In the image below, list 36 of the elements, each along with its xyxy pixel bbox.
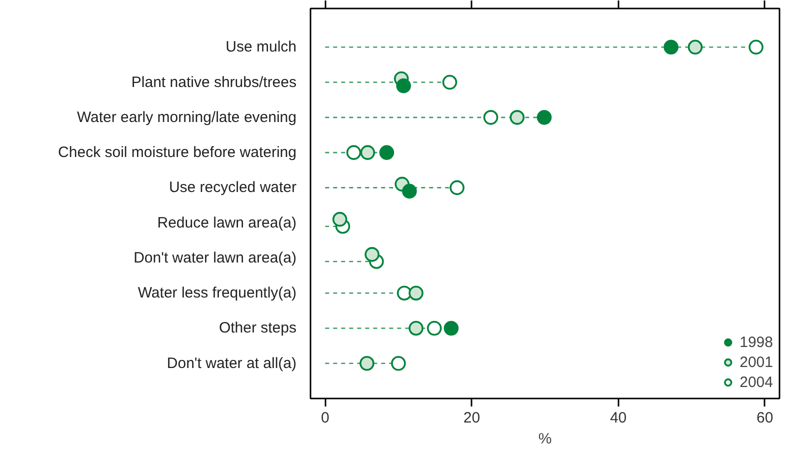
x-tick-label: 60 <box>756 410 774 426</box>
x-tick-label: 20 <box>463 410 480 426</box>
point <box>442 74 458 90</box>
y-tick-label: Other steps <box>218 320 297 337</box>
y-tick-label: Water early morning/late evening <box>76 108 297 126</box>
point <box>483 110 498 125</box>
point <box>408 320 424 336</box>
point <box>408 286 424 300</box>
x-axis-title: % <box>538 430 552 448</box>
point <box>360 145 376 160</box>
point <box>444 320 459 336</box>
legend-label: 2001 <box>740 354 773 370</box>
y-tick-label: Don't water lawn area(a) <box>134 249 297 266</box>
point <box>688 40 703 55</box>
y-tick-label: Reduce lawn area(a) <box>157 214 297 232</box>
y-tick-label: Don't water at all(a) <box>166 354 297 372</box>
x-tick-label: 0 <box>320 410 330 426</box>
point <box>426 320 442 336</box>
x-tick-label: 40 <box>610 410 627 426</box>
y-tick-label: Check soil moisture before watering <box>58 144 297 162</box>
point <box>664 40 678 55</box>
point <box>346 145 362 160</box>
point <box>360 356 374 371</box>
point <box>510 110 525 125</box>
y-tick-label: Plant native shrubs/trees <box>131 74 297 91</box>
point <box>379 145 394 160</box>
point <box>536 110 552 125</box>
point <box>391 356 406 371</box>
legend-label: 1998 <box>740 334 773 350</box>
y-tick-label: Use mulch <box>226 38 297 56</box>
point <box>396 286 412 300</box>
y-tick-label: Water less frequently(a) <box>138 284 297 302</box>
y-tick-label: Use recycled water <box>168 179 297 196</box>
point <box>450 180 464 196</box>
point <box>748 40 764 55</box>
legend-label: 2004 <box>740 374 773 390</box>
